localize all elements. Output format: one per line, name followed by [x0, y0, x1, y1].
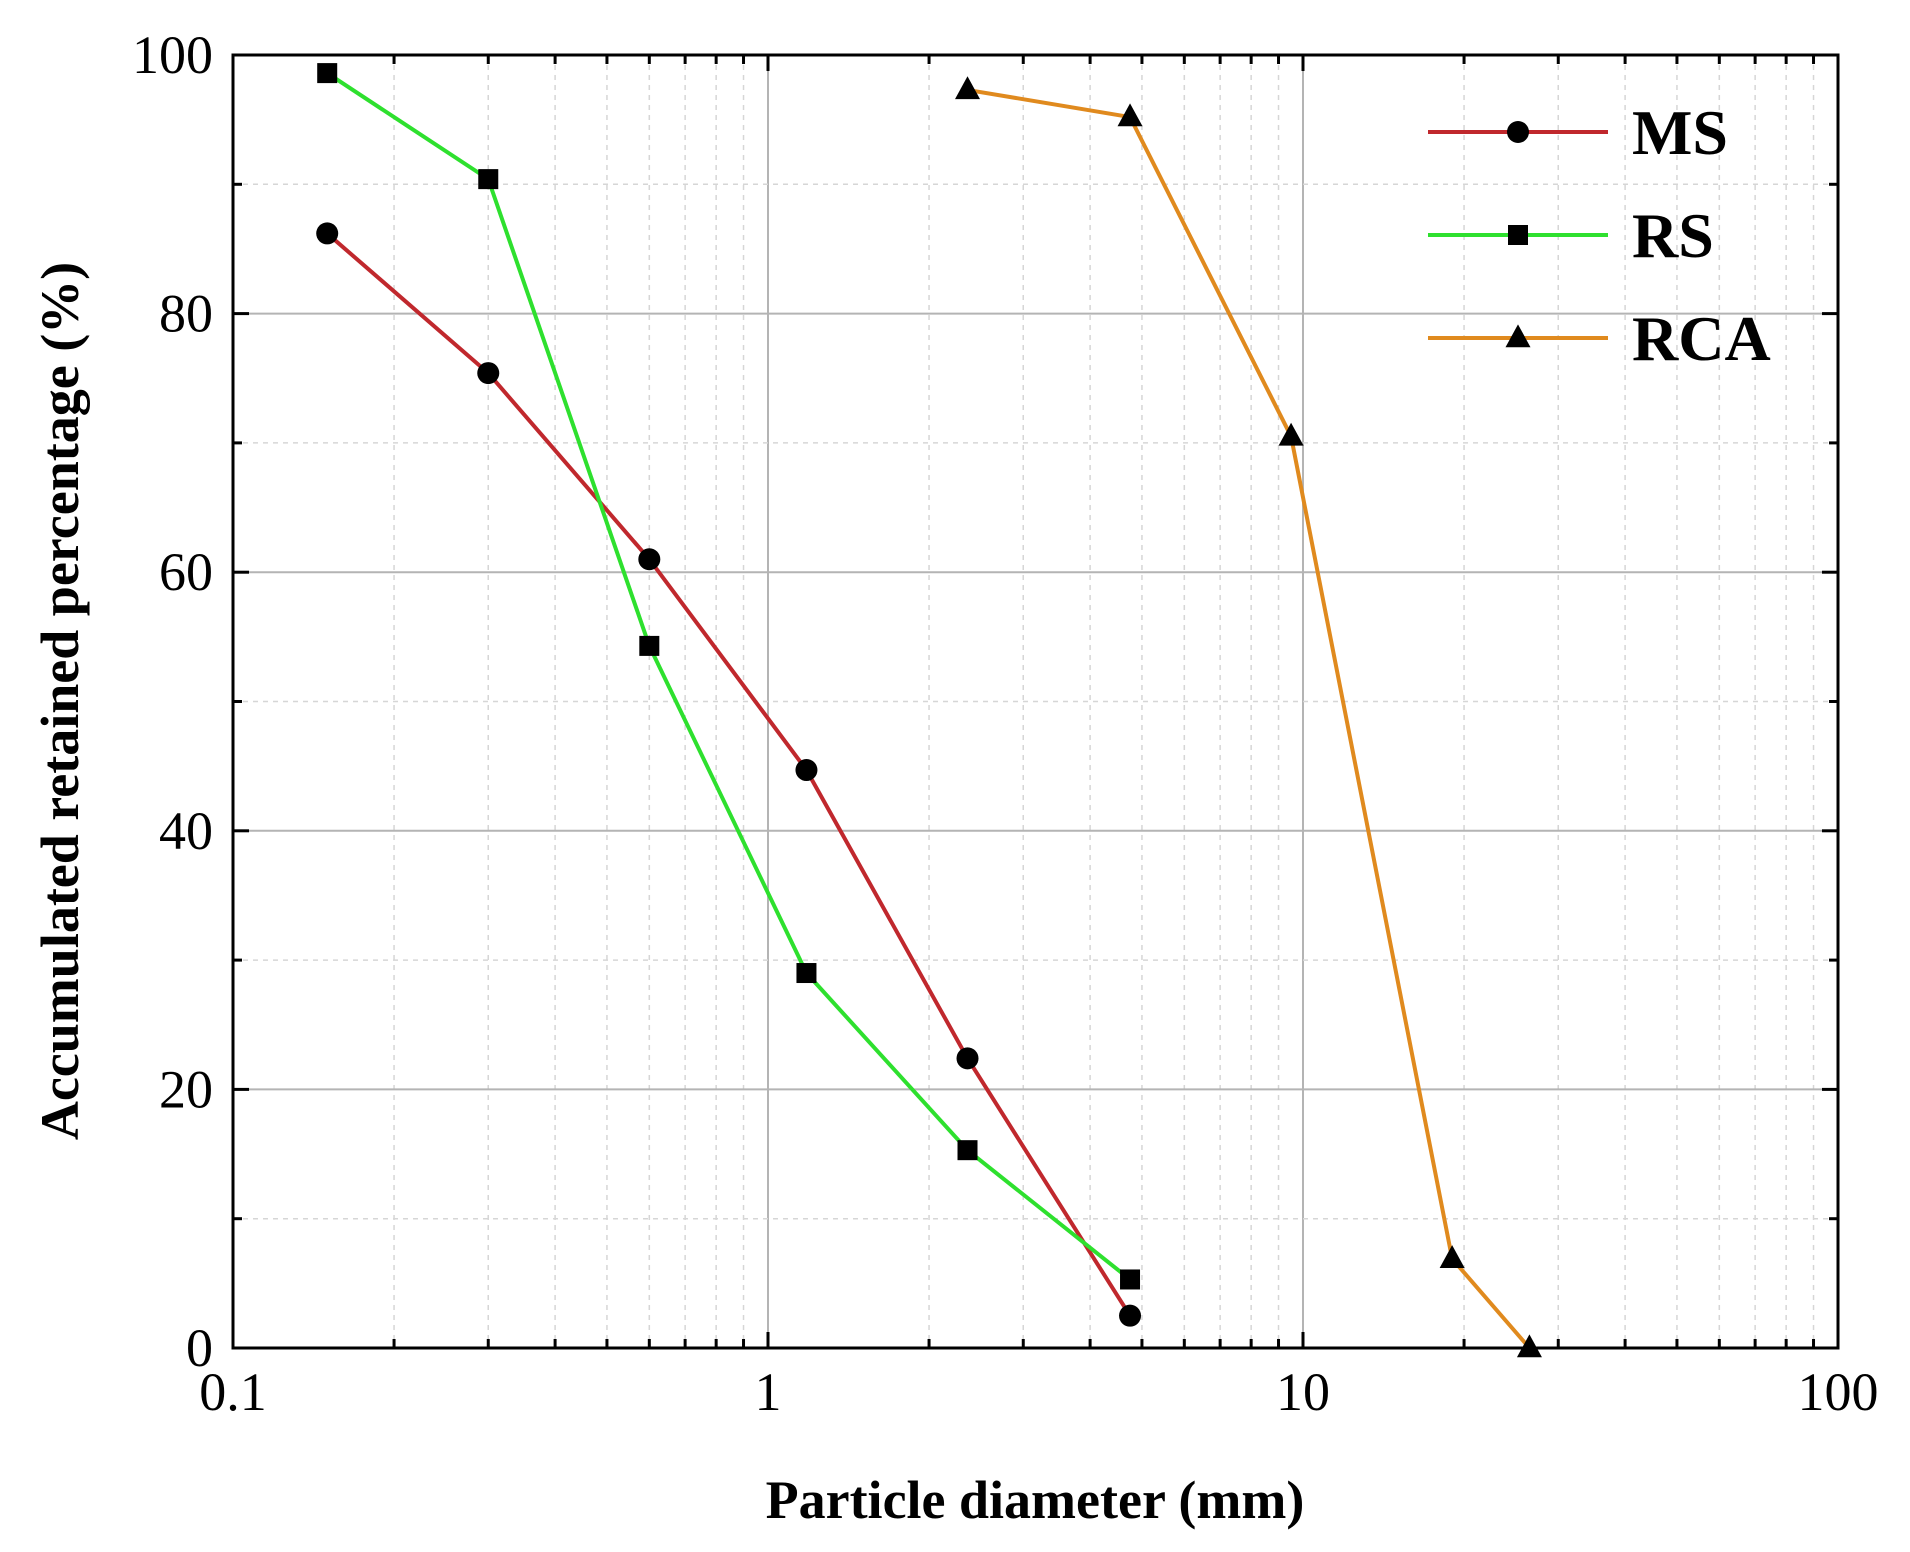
- legend-label-rs: RS: [1632, 200, 1714, 271]
- data-point-ms: [1119, 1304, 1142, 1327]
- y-tick-label: 60: [159, 542, 213, 602]
- legend-layer: MS RS RCA: [1428, 97, 1771, 374]
- y-tick-label: 100: [132, 25, 213, 85]
- x-axis-title: Particle diameter (mm): [766, 1470, 1305, 1530]
- y-axis-title: Accumulated retained percentage (%): [30, 262, 90, 1140]
- data-point-rs: [1120, 1269, 1141, 1290]
- data-point-rca: [955, 76, 981, 100]
- series-line-ms: [325, 231, 1133, 1318]
- data-point-ms: [477, 362, 500, 385]
- data-point-rca: [1117, 103, 1143, 127]
- grid-layer: [233, 55, 1838, 1348]
- data-point-rs: [796, 963, 817, 984]
- data-point-rs: [478, 169, 499, 190]
- data-point-rca: [1278, 422, 1304, 446]
- axis-layer: 0.1 1 10 100 0 20 40 60 80 100: [132, 25, 1879, 1422]
- x-tick-label: 10: [1276, 1362, 1330, 1422]
- legend-label-ms: MS: [1632, 97, 1728, 168]
- data-point-rca: [1439, 1245, 1465, 1269]
- legend-marker-ms: [1507, 121, 1529, 143]
- y-tick-label: 80: [159, 284, 213, 344]
- x-tick-label: 0.1: [199, 1362, 267, 1422]
- series-line-rs: [325, 71, 1133, 1282]
- data-point-rs: [639, 635, 660, 656]
- legend-label-rca: RCA: [1632, 303, 1771, 374]
- x-tick-label: 100: [1798, 1362, 1879, 1422]
- data-point-ms: [638, 548, 661, 571]
- y-tick-label: 0: [186, 1318, 213, 1378]
- data-point-ms: [795, 759, 818, 782]
- y-tick-label: 40: [159, 801, 213, 861]
- marker-layer: [316, 63, 1542, 1358]
- x-tick-label: 1: [755, 1362, 782, 1422]
- data-point-rca: [1516, 1334, 1542, 1358]
- data-point-rs: [957, 1140, 978, 1161]
- data-point-rs: [317, 63, 338, 84]
- data-point-ms: [956, 1047, 979, 1070]
- y-tick-label: 20: [159, 1059, 213, 1119]
- legend-marker-rs: [1508, 225, 1528, 245]
- legend-marker-rca: [1505, 324, 1531, 348]
- data-point-ms: [316, 222, 339, 245]
- series-line-rca: [965, 87, 1532, 1350]
